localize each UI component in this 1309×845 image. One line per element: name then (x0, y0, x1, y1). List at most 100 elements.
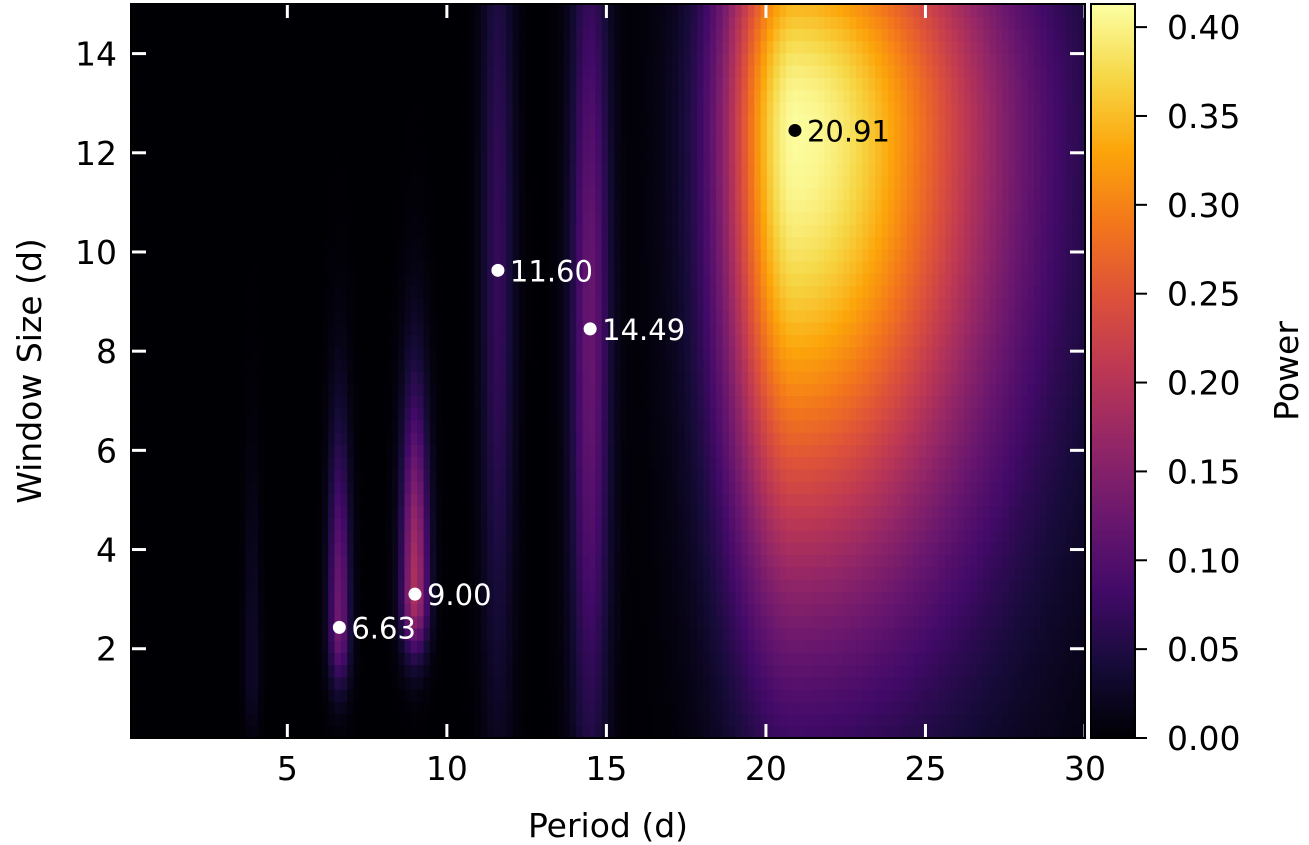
heatmap-cell (563, 163, 571, 176)
heatmap-cell (143, 566, 151, 580)
heatmap-cell (296, 65, 304, 78)
heatmap-cell (569, 40, 577, 54)
heatmap-cell (398, 224, 406, 238)
heatmap-cell (404, 713, 412, 727)
heatmap-cell (143, 322, 151, 335)
heatmap-cell (614, 530, 622, 543)
heatmap-cell (499, 689, 507, 702)
heatmap-cell (468, 138, 476, 152)
heatmap-cell (620, 676, 628, 690)
heatmap-cell (493, 615, 501, 629)
heatmap-cell (321, 578, 329, 592)
heatmap-cell (359, 150, 367, 164)
heatmap-cell (499, 273, 507, 286)
heatmap-cell (137, 505, 145, 519)
heatmap-cell (582, 517, 590, 531)
heatmap-cell (309, 4, 317, 17)
heatmap-cell (480, 481, 488, 494)
heatmap-cell (181, 52, 189, 66)
heatmap-cell (461, 187, 469, 201)
heatmap-cell (220, 395, 227, 409)
heatmap-cell (258, 578, 266, 592)
heatmap-cell (487, 676, 495, 690)
heatmap-cell (391, 126, 399, 140)
heatmap-cell (480, 725, 488, 738)
heatmap-cell (379, 383, 386, 397)
heatmap-cell (429, 322, 437, 335)
heatmap-cell (175, 689, 183, 702)
heatmap-cell (442, 346, 450, 360)
heatmap-cell (449, 334, 456, 348)
heatmap-cell (601, 419, 609, 433)
heatmap-cell (188, 383, 196, 397)
heatmap-cell (506, 395, 514, 409)
heatmap-cell (480, 542, 488, 556)
heatmap-cell (309, 713, 317, 727)
heatmap-cell (614, 542, 622, 556)
heatmap-cell (239, 224, 247, 238)
heatmap-cell (391, 627, 399, 641)
heatmap-cell (150, 248, 158, 262)
heatmap-cell (608, 322, 615, 335)
heatmap-cell (627, 676, 635, 690)
heatmap-cell (296, 126, 304, 140)
heatmap-cell (143, 334, 151, 348)
heatmap-cell (493, 77, 501, 91)
heatmap-cell (480, 297, 488, 311)
heatmap-cell (334, 395, 342, 409)
heatmap-cell (449, 371, 456, 384)
heatmap-cell (385, 260, 393, 274)
heatmap-cell (220, 114, 227, 127)
heatmap-cell (156, 358, 164, 372)
heatmap-cell (442, 383, 450, 397)
heatmap-cell (340, 309, 348, 323)
heatmap-cell (175, 481, 183, 494)
heatmap-cell (181, 542, 189, 556)
heatmap-cell (608, 4, 615, 17)
heatmap-cell (270, 395, 278, 409)
heatmap-cell (315, 163, 323, 176)
heatmap-cell (296, 578, 304, 592)
heatmap-cell (423, 566, 431, 580)
heatmap-cell (226, 187, 234, 201)
heatmap-cell (474, 260, 482, 274)
heatmap-cell (181, 224, 189, 238)
heatmap-cell (525, 260, 533, 274)
heatmap-cell (283, 554, 291, 568)
heatmap-cell (290, 419, 297, 433)
heatmap-cell (468, 114, 476, 127)
heatmap-cell (449, 224, 456, 238)
heatmap-cell (207, 468, 215, 482)
heatmap-cell (391, 89, 399, 103)
heatmap-cell (245, 554, 253, 568)
heatmap-cell (646, 578, 654, 592)
heatmap-cell (398, 150, 406, 164)
heatmap-cell (150, 627, 158, 641)
heatmap-cell (468, 297, 476, 311)
heatmap-cell (474, 16, 482, 30)
heatmap-cell (391, 530, 399, 543)
heatmap-cell (391, 419, 399, 433)
heatmap-cell (296, 334, 304, 348)
heatmap-cell (175, 40, 183, 54)
heatmap-cell (302, 383, 310, 397)
heatmap-cell (220, 322, 227, 335)
heatmap-cell (290, 114, 297, 127)
heatmap-cell (595, 297, 603, 311)
heatmap-cell (131, 419, 138, 433)
heatmap-cell (449, 640, 456, 653)
heatmap-cell (633, 28, 641, 42)
heatmap-cell (340, 517, 348, 531)
heatmap-cell (359, 591, 367, 605)
heatmap-cell (277, 285, 285, 299)
heatmap-cell (131, 468, 138, 482)
heatmap-cell (340, 615, 348, 629)
heatmap-cell (614, 676, 622, 690)
heatmap-cell (385, 566, 393, 580)
heatmap-cell (245, 150, 253, 164)
heatmap-cell (557, 419, 565, 433)
heatmap-cell (576, 211, 584, 225)
heatmap-cell (340, 77, 348, 91)
heatmap-cell (557, 395, 565, 409)
heatmap-cell (239, 603, 247, 617)
